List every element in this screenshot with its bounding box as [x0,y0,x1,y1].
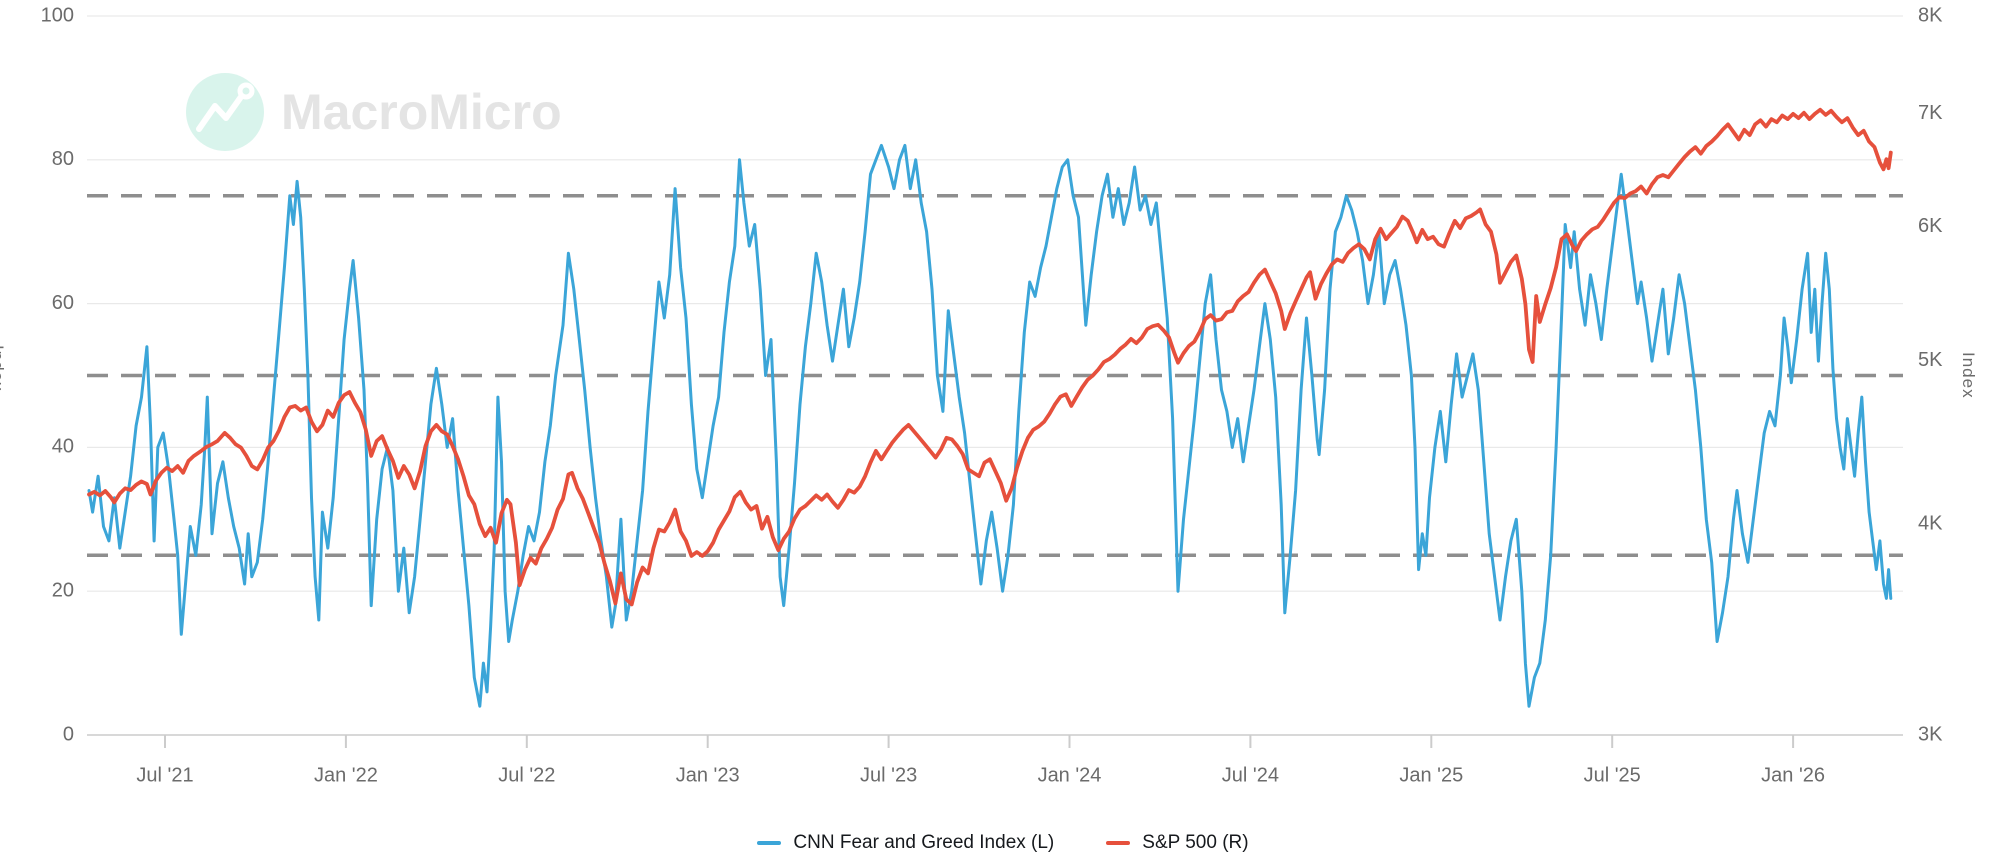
legend-item-sp500[interactable]: S&P 500 (R) [1106,832,1249,854]
x-tick-label: Jul '23 [860,764,917,786]
left-tick-label: 100 [41,4,74,26]
right-tick-label: 4K [1918,512,1943,534]
sp500-swatch-icon [1106,841,1131,845]
x-tick-label: Jan '23 [676,764,740,786]
x-tick-label: Jan '26 [1761,764,1825,786]
x-tick-label: Jan '24 [1038,764,1102,786]
legend-label: S&P 500 (R) [1142,832,1249,853]
chart-legend: CNN Fear and Greed Index (L) S&P 500 (R) [0,832,2006,854]
x-tick-label: Jul '25 [1584,764,1641,786]
x-tick-label: Jul '21 [136,764,193,786]
left-tick-label: 40 [52,436,74,458]
right-tick-label: 7K [1918,102,1943,124]
left-tick-label: 80 [52,148,74,170]
left-axis-unit-label: Index [0,345,7,392]
right-axis-unit-label: Index [1959,352,1978,399]
x-tick-label: Jan '25 [1399,764,1463,786]
x-tick-label: Jan '22 [314,764,378,786]
right-tick-label: 6K [1918,215,1943,237]
legend-label: CNN Fear and Greed Index (L) [793,832,1055,853]
legend-item-cnn-fear-greed[interactable]: CNN Fear and Greed Index (L) [757,832,1054,854]
right-tick-label: 3K [1918,723,1943,745]
left-tick-label: 60 [52,292,74,314]
right-tick-label: 8K [1918,4,1943,26]
dashed-guide-lines [87,193,1903,558]
right-axis-labels: 8K 7K 6K 5K 4K 3K [1918,4,1943,745]
right-tick-label: 5K [1918,349,1943,371]
cnn-fear-greed-swatch-icon [757,841,782,845]
sp500-line [87,107,1893,607]
x-axis: Jul '21 Jan '22 Jul '22 Jan '23 Jul '23 Jan '… [87,734,1903,786]
cnn-fear-greed-line [87,143,1893,708]
gridlines [87,15,1903,592]
left-tick-label: 0 [63,723,74,745]
left-axis-labels: 100 80 60 40 20 0 [41,4,74,745]
x-tick-label: Jul '24 [1222,764,1279,786]
left-tick-label: 20 [52,579,74,601]
x-tick-label: Jul '22 [498,764,555,786]
